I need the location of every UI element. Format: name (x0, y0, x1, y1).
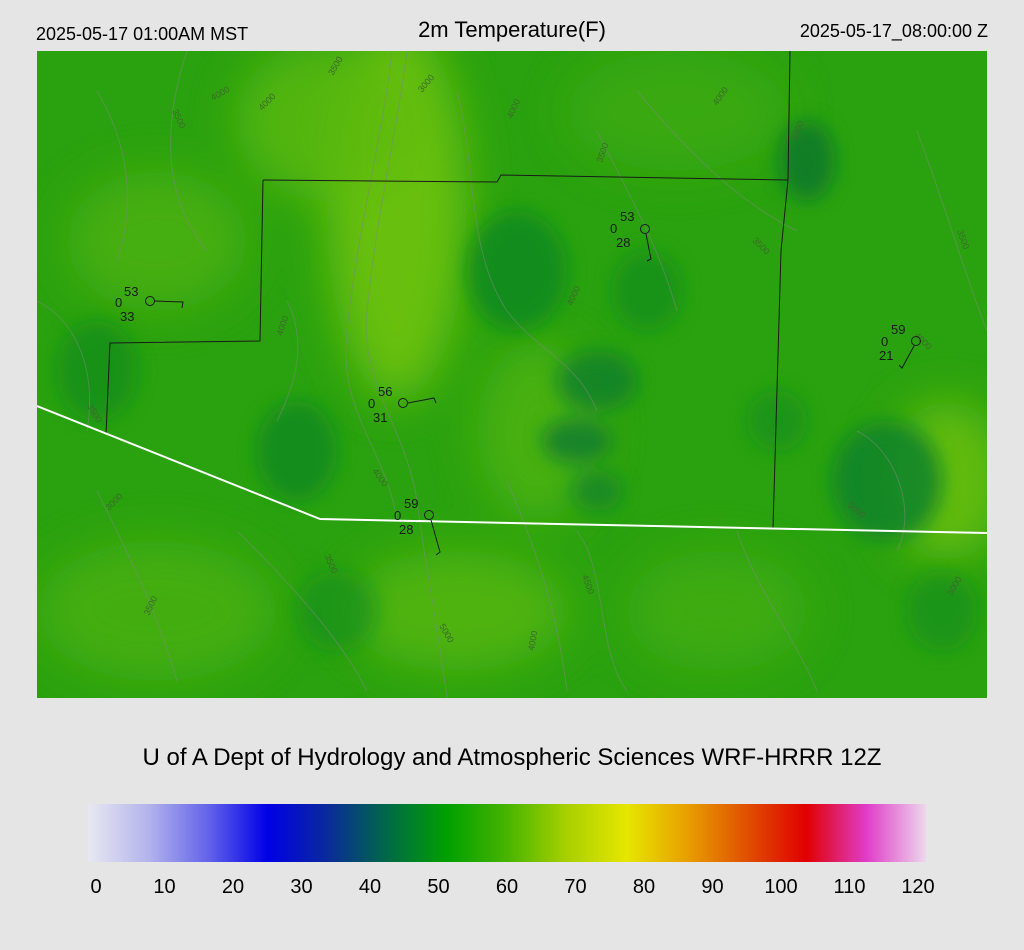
colorbar-tick-label: 40 (358, 876, 382, 898)
station-dewpoint: 28 (616, 235, 630, 250)
temperature-map: 3500 4000 4000 3500 3000 4000 5000 4000 … (37, 51, 987, 698)
station-temp: 53 (124, 284, 138, 299)
station-plot: 59 0 28 (394, 496, 441, 556)
county-line-east (772, 51, 791, 529)
colorbar-tick-label: 110 (833, 876, 866, 898)
valid-time-label: 2025-05-17_08:00:00 Z (799, 21, 988, 41)
wind-barb (898, 345, 915, 369)
colorbar-tick-label: 80 (632, 876, 656, 898)
station-circle (398, 398, 408, 408)
station-cloud: 0 (368, 396, 375, 411)
colorbar-tick-label: 50 (427, 876, 450, 898)
local-time-label: 2025-05-17 01:00AM MST (36, 24, 249, 44)
terrain-contours (37, 51, 987, 698)
station-cloud: 0 (610, 221, 617, 236)
colorbar-tick-label: 70 (564, 876, 587, 898)
station-temp: 59 (404, 496, 418, 511)
colorbar (88, 804, 926, 862)
wind-barb (430, 519, 441, 556)
colorbar-tick-label: 20 (221, 876, 245, 898)
county-line-north (262, 174, 789, 183)
colorbar-tick-label: 30 (290, 876, 313, 898)
station-cloud: 0 (394, 508, 401, 523)
state-border-line (37, 405, 987, 534)
colorbar-tick-label: 10 (153, 876, 176, 898)
station-circle (640, 224, 650, 234)
contour-label: 4000 (526, 630, 539, 651)
colorbar-gradient (88, 804, 926, 862)
map-title: 2m Temperature(F) (418, 17, 606, 42)
station-plot: 56 0 31 (368, 384, 437, 425)
colorbar-tick-label: 120 (901, 876, 935, 898)
station-dewpoint: 28 (399, 522, 413, 537)
station-cloud: 0 (115, 295, 122, 310)
wind-barb (154, 300, 184, 309)
colorbar-tick-labels: 0 10 20 30 40 50 60 70 80 90 100 110 120 (0, 876, 1024, 902)
station-circle (911, 336, 921, 346)
station-circle (424, 510, 434, 520)
station-circle (145, 296, 155, 306)
station-models: 53 0 33 53 0 28 59 0 21 56 0 31 (115, 209, 921, 556)
county-boundaries (105, 51, 791, 529)
station-temp: 53 (620, 209, 634, 224)
county-line-west (105, 179, 264, 435)
station-dewpoint: 21 (879, 348, 893, 363)
station-cloud: 0 (881, 334, 888, 349)
station-plot: 59 0 21 (879, 322, 921, 369)
station-plot: 53 0 28 (610, 209, 652, 262)
station-dewpoint: 33 (120, 309, 134, 324)
colorbar-tick-label: 60 (495, 876, 519, 898)
colorbar-tick-label: 90 (701, 876, 724, 898)
station-temp: 56 (378, 384, 392, 399)
model-credit: U of A Dept of Hydrology and Atmospheric… (142, 744, 882, 771)
wind-barb (407, 397, 437, 404)
wind-barb (645, 233, 652, 262)
temperature-field (37, 51, 987, 698)
station-temp: 59 (891, 322, 905, 337)
colorbar-tick-label: 100 (764, 876, 798, 898)
station-dewpoint: 31 (373, 410, 387, 425)
station-plot: 53 0 33 (115, 284, 184, 324)
colorbar-tick-label: 0 (90, 876, 102, 898)
